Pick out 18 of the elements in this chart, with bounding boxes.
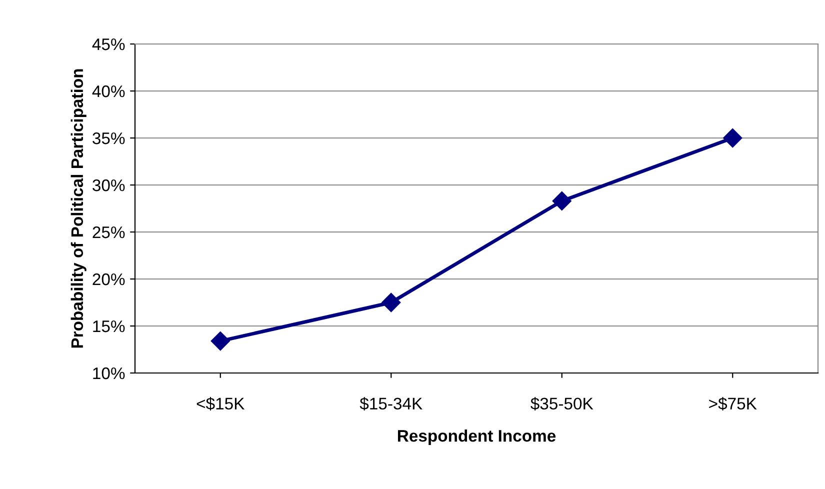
x-tick-label: <$15K	[196, 397, 245, 411]
y-tick-label: 25%	[92, 226, 125, 238]
y-tick-label: 15%	[93, 320, 125, 332]
x-tick-label: $35-50K	[530, 397, 594, 411]
y-tick-label: 35%	[92, 132, 125, 144]
x-axis-title: Respondent Income	[398, 430, 556, 446]
x-tick-label: $15-34K	[360, 397, 422, 411]
point	[382, 292, 401, 312]
y-axis-title: Probability of Political Participation	[70, 69, 86, 348]
point	[723, 128, 742, 148]
point	[552, 191, 572, 211]
y-tick-label: 10%	[93, 367, 125, 380]
y-tick-label: 45%	[92, 38, 125, 50]
y-tick-label: 40%	[92, 85, 125, 98]
x-tick-label: >$75K	[709, 397, 757, 411]
y-tick-label: 30%	[92, 179, 125, 192]
point	[210, 332, 230, 351]
y-tick-label: 20%	[92, 273, 125, 286]
